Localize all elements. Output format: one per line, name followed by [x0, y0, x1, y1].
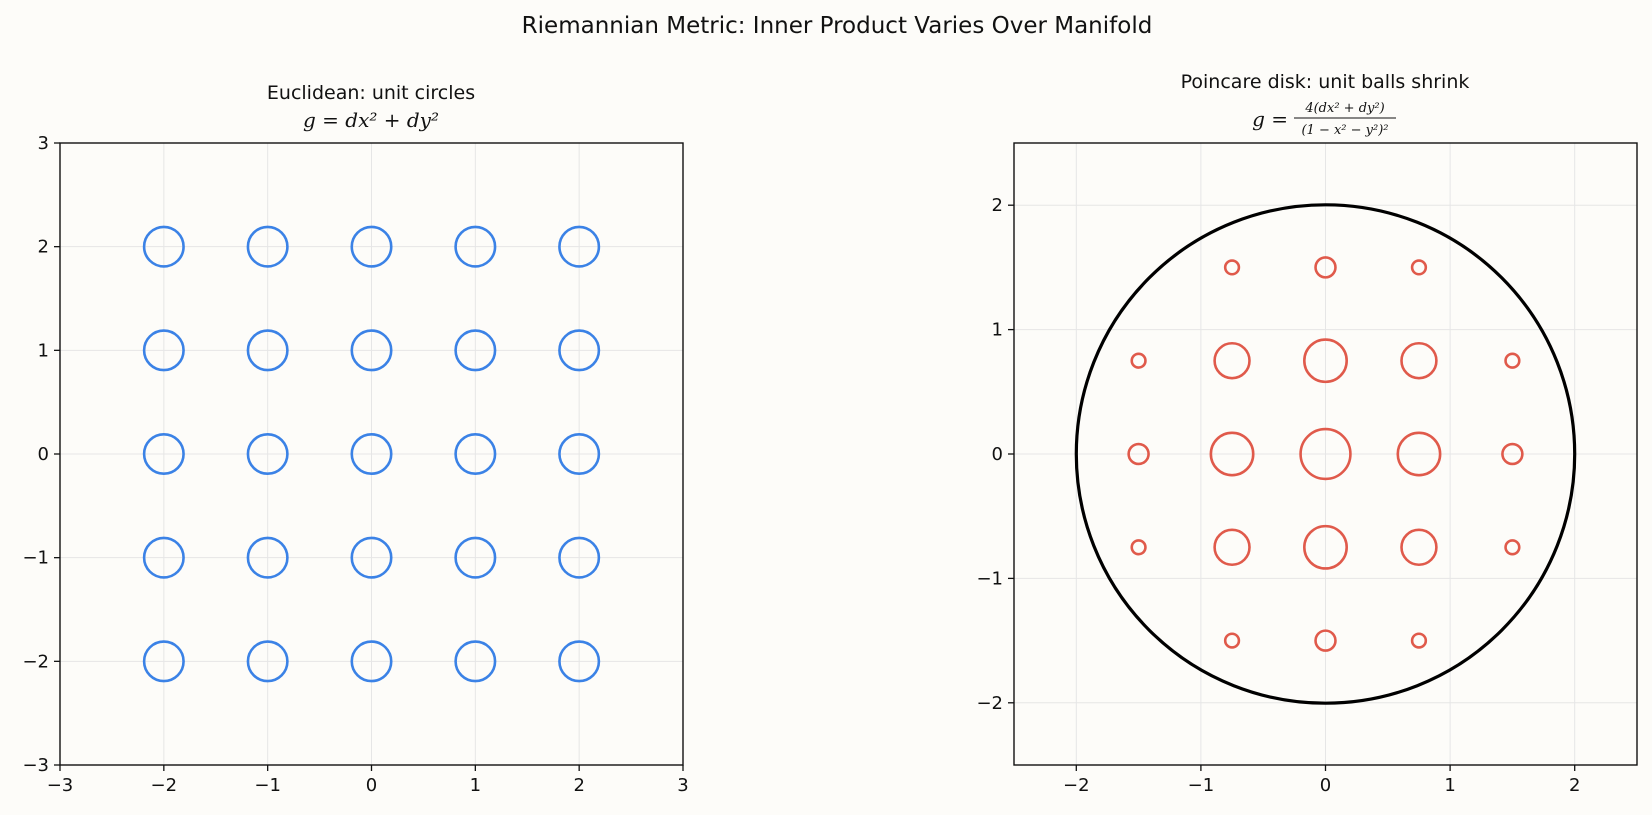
poincare-grid — [1014, 143, 1637, 765]
euclidean-circle-16 — [246, 536, 289, 579]
poincare-circle-10 — [1299, 427, 1352, 481]
poincare-circle-6 — [1400, 341, 1438, 380]
euclidean-ytick-label-1: −2 — [22, 651, 49, 672]
poincare-circle-1 — [1314, 256, 1337, 279]
poincare-circle-13 — [1130, 539, 1147, 556]
poincare-circles — [1127, 256, 1524, 652]
euclidean-circle-19 — [558, 536, 601, 579]
poincare-circle-15 — [1303, 524, 1348, 570]
poincare-ytick-label-0: −2 — [976, 693, 1003, 714]
poincare-circle-11 — [1396, 431, 1442, 477]
poincare-circle-3 — [1130, 352, 1147, 369]
euclidean-circle-22 — [350, 640, 393, 683]
figure-title: Riemannian Metric: Inner Product Varies … — [522, 13, 1153, 39]
poincare-circle-18 — [1223, 632, 1241, 649]
poincare-circle-7 — [1504, 352, 1521, 369]
euclidean-xtick-label-6: 3 — [677, 775, 688, 796]
euclidean-circle-24 — [558, 640, 601, 683]
poincare-xtick-label-0: −2 — [1063, 775, 1090, 796]
euclidean-circle-13 — [454, 432, 497, 476]
poincare-formula-prefix: g = — [1252, 107, 1288, 131]
poincare-ytick-label-4: 2 — [992, 195, 1003, 216]
euclidean-xtick-label-1: −2 — [151, 775, 178, 796]
euclidean-circle-6 — [246, 329, 289, 372]
poincare-title: Poincare disk: unit balls shrink — [1181, 71, 1470, 93]
euclidean-circle-8 — [454, 329, 497, 372]
poincare-circle-8 — [1127, 442, 1150, 466]
euclidean-circle-18 — [454, 536, 497, 579]
euclidean-circle-11 — [246, 432, 289, 476]
poincare-circle-2 — [1410, 259, 1428, 276]
euclidean-ytick-label-3: 0 — [38, 444, 49, 465]
poincare-ytick-label-2: 0 — [992, 444, 1003, 465]
euclidean-formula: g = dx² + dy² — [303, 108, 439, 132]
euclidean-xtick-label-0: −3 — [47, 775, 74, 796]
euclidean-ytick-label-2: −1 — [22, 548, 49, 569]
euclidean-xtick-label-2: −1 — [254, 775, 281, 796]
poincare-circle-19 — [1314, 629, 1337, 652]
euclidean-circle-1 — [246, 225, 289, 268]
euclidean-axes: Euclidean: unit circles g = dx² + dy² −3… — [22, 82, 688, 796]
poincare-axes: Poincare disk: unit balls shrink g = 4(d… — [976, 71, 1638, 796]
poincare-circle-20 — [1410, 632, 1428, 649]
poincare-ytick-label-3: 1 — [992, 320, 1003, 341]
poincare-circle-16 — [1400, 528, 1438, 567]
euclidean-circle-14 — [558, 432, 601, 476]
poincare-circle-17 — [1504, 539, 1521, 556]
euclidean-circle-15 — [142, 536, 185, 579]
euclidean-circle-4 — [558, 225, 601, 268]
euclidean-circle-7 — [350, 329, 393, 372]
euclidean-ytick-label-4: 1 — [38, 340, 49, 361]
poincare-xtick-label-2: 0 — [1320, 775, 1331, 796]
poincare-ticks: −2 −1 0 1 2 −2 −1 0 1 2 — [976, 195, 1580, 796]
euclidean-ytick-label-6: 3 — [38, 133, 49, 154]
euclidean-circle-17 — [350, 536, 393, 579]
poincare-xtick-label-4: 2 — [1569, 775, 1580, 796]
euclidean-title: Euclidean: unit circles — [267, 82, 475, 104]
poincare-circle-9 — [1209, 431, 1255, 477]
euclidean-circle-12 — [350, 432, 393, 476]
euclidean-ytick-label-0: −3 — [22, 755, 49, 776]
poincare-circle-14 — [1213, 528, 1251, 567]
poincare-circle-0 — [1223, 259, 1241, 276]
euclidean-circle-2 — [350, 225, 393, 268]
poincare-circle-12 — [1501, 442, 1524, 466]
euclidean-ticks: −3 −2 −1 0 1 2 3 −3 −2 −1 0 1 2 3 — [22, 133, 688, 796]
euclidean-circle-0 — [142, 225, 185, 268]
poincare-circle-5 — [1303, 338, 1348, 384]
poincare-formula-numerator: 4(dx² + dy²) — [1304, 101, 1384, 116]
euclidean-circle-20 — [142, 640, 185, 683]
poincare-circle-4 — [1213, 341, 1251, 380]
euclidean-circle-23 — [454, 640, 497, 683]
euclidean-circle-5 — [142, 329, 185, 372]
euclidean-xtick-label-5: 2 — [573, 775, 584, 796]
poincare-xtick-label-3: 1 — [1444, 775, 1455, 796]
euclidean-circle-21 — [246, 640, 289, 683]
poincare-formula-denominator: (1 − x² − y²)² — [1301, 123, 1388, 138]
euclidean-circle-10 — [142, 432, 185, 476]
euclidean-xtick-label-3: 0 — [366, 775, 377, 796]
euclidean-circles — [142, 225, 601, 683]
euclidean-grid — [59, 142, 684, 766]
euclidean-ytick-label-5: 2 — [38, 237, 49, 258]
euclidean-circle-3 — [454, 225, 497, 268]
poincare-xtick-label-1: −1 — [1188, 775, 1215, 796]
poincare-boundary-circle — [1074, 203, 1577, 705]
poincare-ytick-label-1: −1 — [976, 568, 1003, 589]
euclidean-circle-9 — [558, 329, 601, 372]
euclidean-xtick-label-4: 1 — [470, 775, 481, 796]
